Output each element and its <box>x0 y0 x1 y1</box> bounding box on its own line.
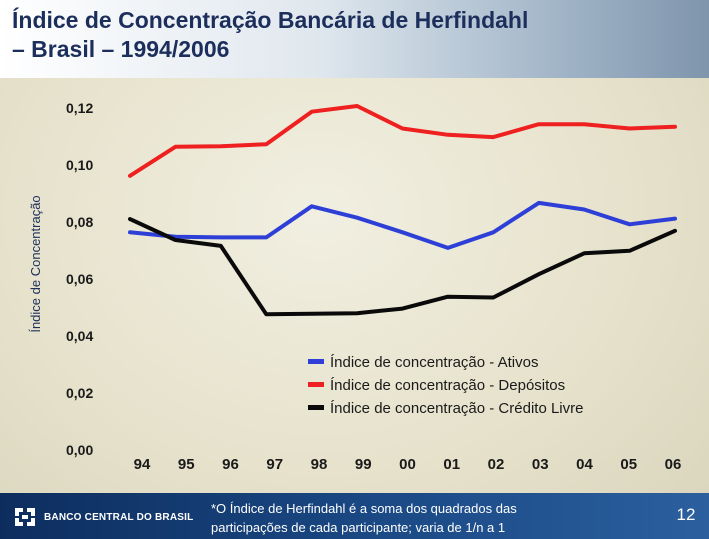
x-tick-label: 06 <box>665 456 682 473</box>
page-number: 12 <box>676 505 696 524</box>
data-point <box>173 238 178 242</box>
data-point <box>491 230 495 234</box>
data-point <box>446 133 450 137</box>
x-tick-label: 01 <box>443 456 460 473</box>
data-point <box>400 307 405 311</box>
bank-logo-icon <box>15 508 35 526</box>
x-tick-label: 03 <box>532 456 549 473</box>
data-point <box>219 235 223 239</box>
footnote: *O Índice de Herfindahl é a soma dos qua… <box>211 501 517 535</box>
legend-label: Índice de concentração - Ativos <box>330 354 538 371</box>
x-tick-label: 05 <box>620 456 637 473</box>
data-point <box>537 122 541 126</box>
data-point <box>673 216 677 221</box>
data-point <box>219 144 223 148</box>
line-chart: Índice de Concentração 0,000,020,040,060… <box>28 100 682 473</box>
x-tick-label: 95 <box>178 456 195 473</box>
data-point <box>537 201 541 205</box>
data-point <box>673 229 677 233</box>
series-line-1 <box>128 104 677 178</box>
y-tick-label: 0,06 <box>66 271 93 287</box>
bank-logo: BANCO CENTRAL DO BRASIL <box>12 505 193 529</box>
data-point <box>537 272 541 276</box>
x-tick-label: 98 <box>311 456 328 473</box>
footer-band <box>0 493 709 539</box>
y-tick-label: 0,12 <box>66 100 93 116</box>
legend-label: Índice de concentração - Depósitos <box>330 377 565 394</box>
data-point <box>400 126 405 131</box>
data-point <box>582 122 586 126</box>
data-point <box>310 204 314 208</box>
data-point <box>627 126 632 131</box>
data-point <box>310 312 314 316</box>
data-point <box>491 295 495 300</box>
data-point <box>355 104 359 108</box>
data-point <box>128 174 132 178</box>
x-tick-labels: 94 95 96 97 98 99 00 01 02 03 04 05 06 <box>134 456 682 473</box>
y-tick-label: 0,04 <box>66 328 93 344</box>
y-tick-labels: 0,00 0,02 0,04 0,06 0,08 0,10 0,12 <box>66 100 93 458</box>
y-tick-label: 0,02 <box>66 385 93 401</box>
data-point <box>582 207 586 212</box>
series-line-0 <box>128 200 677 250</box>
legend-swatch <box>308 382 324 387</box>
data-point <box>491 135 495 139</box>
data-point <box>128 217 132 221</box>
series-lines <box>128 104 677 317</box>
bank-logo-text: BANCO CENTRAL DO BRASIL <box>44 511 194 523</box>
y-axis-title: Índice de Concentração <box>28 195 43 332</box>
legend: Índice de concentração - Ativos Índice de… <box>308 354 583 417</box>
legend-label: Índice de concentração - Crédito Livre <box>330 400 583 417</box>
y-tick-label: 0,00 <box>66 442 93 458</box>
data-point <box>173 145 178 149</box>
data-point <box>446 295 450 299</box>
x-tick-label: 04 <box>576 456 593 473</box>
data-point <box>128 230 132 234</box>
data-point <box>673 125 677 129</box>
data-point <box>627 249 632 253</box>
title-band <box>0 0 709 78</box>
x-tick-label: 00 <box>399 456 416 473</box>
data-point <box>400 230 405 234</box>
legend-swatch <box>308 359 324 364</box>
slide-title: Índice de Concentração Bancária de Herfi… <box>12 7 529 62</box>
x-tick-label: 97 <box>266 456 283 473</box>
data-point <box>446 246 450 250</box>
data-point <box>264 142 268 146</box>
legend-swatch <box>308 405 324 410</box>
data-point <box>355 311 359 315</box>
x-tick-label: 02 <box>488 456 505 473</box>
y-tick-label: 0,10 <box>66 157 93 173</box>
x-tick-label: 99 <box>355 456 372 473</box>
y-tick-label: 0,08 <box>66 214 93 230</box>
data-point <box>310 110 314 114</box>
x-tick-label: 94 <box>134 456 151 473</box>
data-point <box>264 312 268 316</box>
data-point <box>355 216 359 220</box>
data-point <box>627 222 632 226</box>
data-point <box>582 251 586 255</box>
data-point <box>264 235 268 239</box>
data-point <box>219 244 223 248</box>
x-tick-label: 96 <box>222 456 239 473</box>
